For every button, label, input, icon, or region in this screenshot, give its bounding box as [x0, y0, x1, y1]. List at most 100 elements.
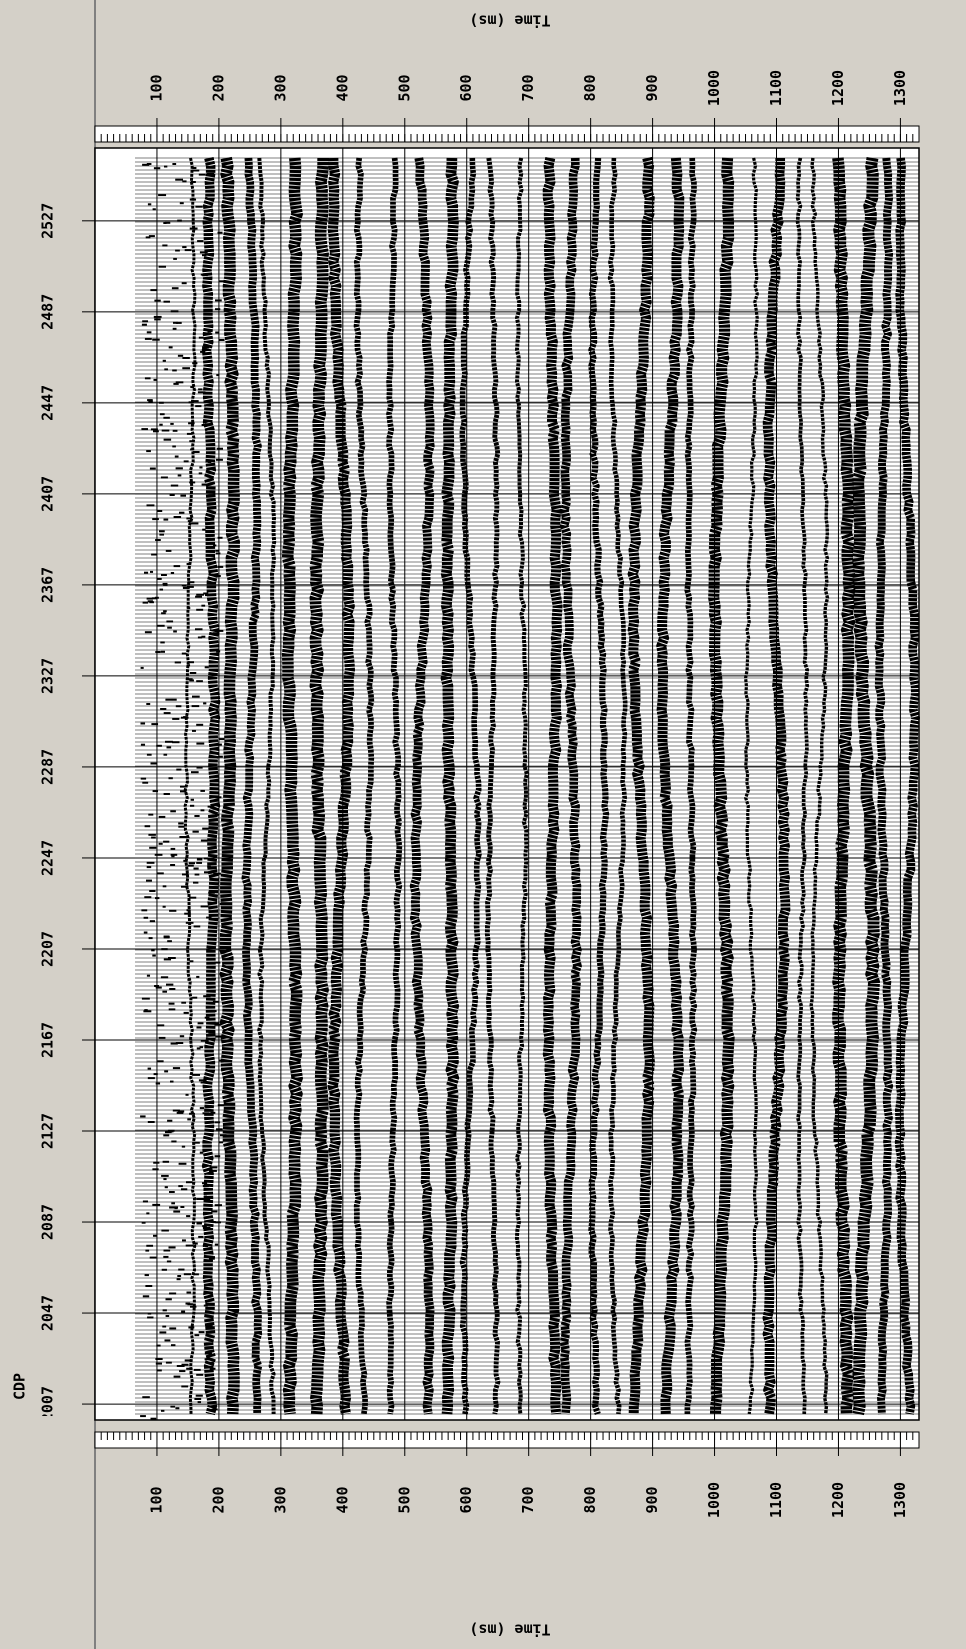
noise-speck: [175, 1407, 179, 1409]
noise-speck: [148, 1068, 151, 1070]
noise-speck: [169, 1207, 174, 1209]
noise-speck: [196, 724, 203, 726]
noise-speck: [145, 1285, 152, 1287]
y-tick-label: 2487: [39, 294, 57, 330]
noise-speck: [207, 866, 211, 868]
noise-speck: [208, 892, 215, 894]
noise-speck: [196, 594, 204, 596]
noise-speck: [203, 1185, 209, 1187]
noise-speck: [189, 440, 194, 442]
noise-speck: [194, 1398, 201, 1400]
noise-speck: [140, 1415, 146, 1417]
noise-speck: [154, 318, 161, 320]
noise-speck: [158, 1060, 164, 1062]
noise-speck: [192, 730, 196, 732]
noise-speck: [187, 1303, 193, 1305]
noise-speck: [146, 880, 152, 882]
noise-speck: [182, 367, 190, 369]
noise-speck: [203, 1112, 210, 1114]
noise-speck: [209, 1170, 217, 1172]
noise-speck: [179, 836, 186, 838]
noise-speck: [187, 581, 194, 583]
noise-speck: [148, 203, 151, 205]
x-tick-label-bottom: 1300: [891, 1482, 909, 1518]
noise-speck: [205, 1353, 212, 1355]
noise-speck: [159, 816, 166, 818]
x-tick-label-top: 1100: [767, 70, 785, 106]
noise-speck: [146, 1212, 149, 1214]
noise-speck: [165, 222, 170, 224]
noise-speck: [163, 841, 169, 843]
noise-speck: [180, 790, 187, 792]
noise-speck: [177, 1275, 181, 1277]
noise-speck: [205, 1358, 213, 1360]
noise-speck: [141, 667, 144, 669]
noise-speck: [145, 338, 152, 340]
noise-speck: [145, 825, 151, 827]
noise-speck: [210, 1368, 216, 1370]
noise-speck: [147, 163, 152, 165]
y-tick-label: 2367: [39, 567, 57, 603]
noise-speck: [145, 1274, 149, 1276]
noise-speck: [199, 1079, 207, 1081]
noise-speck: [183, 860, 187, 862]
x-tick-label-bottom: 500: [395, 1486, 413, 1513]
noise-speck: [144, 932, 148, 934]
noise-speck: [161, 1230, 169, 1232]
noise-speck: [208, 331, 212, 333]
x-tick-label-bottom: 1000: [705, 1482, 723, 1518]
noise-speck: [169, 777, 173, 779]
noise-speck: [178, 475, 182, 477]
noise-speck: [189, 481, 195, 483]
noise-speck: [166, 621, 173, 623]
noise-speck: [182, 282, 187, 284]
noise-speck: [157, 625, 164, 627]
noise-speck: [188, 1327, 194, 1329]
noise-speck: [160, 589, 164, 591]
noise-speck: [148, 1121, 155, 1123]
noise-speck: [173, 383, 178, 385]
noise-speck: [181, 1002, 186, 1004]
noise-speck: [195, 206, 202, 208]
noise-speck: [157, 1024, 164, 1026]
noise-speck: [191, 400, 198, 402]
x-axis-title-top: Time (ms): [469, 12, 550, 30]
noise-speck: [174, 565, 181, 567]
noise-speck: [188, 661, 194, 663]
noise-speck: [202, 529, 205, 531]
noise-speck: [213, 545, 216, 547]
noise-speck: [145, 1250, 149, 1252]
noise-speck: [183, 587, 189, 589]
noise-speck: [172, 163, 176, 165]
noise-speck: [169, 988, 175, 990]
noise-speck: [186, 517, 192, 519]
noise-speck: [200, 1152, 203, 1154]
noise-speck: [193, 1243, 198, 1245]
noise-speck: [199, 472, 203, 474]
noise-speck: [147, 331, 152, 333]
noise-speck: [190, 960, 194, 962]
noise-speck: [153, 208, 156, 210]
noise-speck: [206, 1065, 210, 1067]
noise-speck: [155, 651, 160, 653]
noise-speck: [201, 636, 205, 638]
x-tick-label-top: 400: [333, 74, 351, 101]
noise-speck: [159, 424, 162, 426]
y-tick-label: 2287: [39, 749, 57, 785]
noise-speck: [187, 1118, 191, 1120]
noise-speck: [164, 166, 167, 168]
noise-speck: [210, 1166, 218, 1168]
bottom-edge-cover: [0, 1416, 94, 1430]
noise-speck: [148, 814, 153, 816]
noise-speck: [181, 886, 188, 888]
noise-speck: [203, 593, 208, 595]
noise-speck: [175, 250, 180, 252]
noise-speck: [166, 550, 172, 552]
noise-speck: [170, 1406, 175, 1408]
noise-speck: [163, 417, 169, 419]
noise-speck: [142, 782, 148, 784]
noise-speck: [144, 896, 151, 898]
x-tick-label-bottom: 100: [147, 1486, 165, 1513]
noise-speck: [162, 1326, 166, 1328]
noise-speck: [162, 991, 167, 993]
